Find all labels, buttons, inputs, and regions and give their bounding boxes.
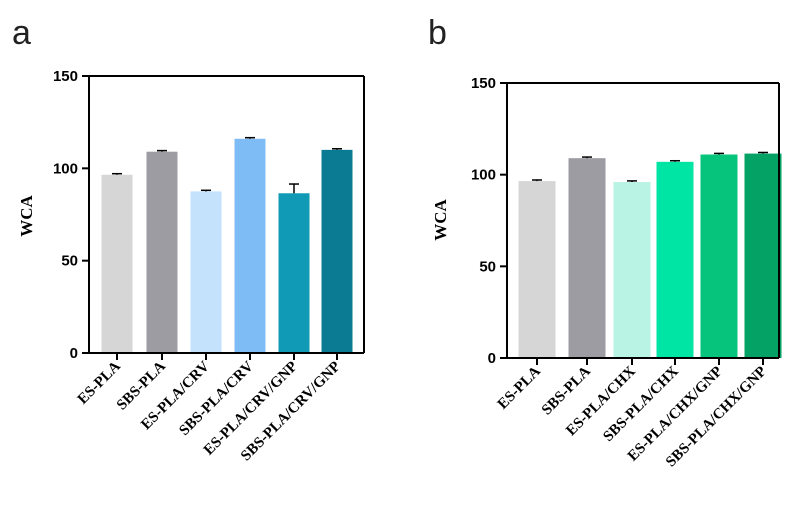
- error-bar: [532, 179, 542, 182]
- bar-sbs-pla-chx-gnp: [744, 153, 782, 358]
- y-tick-label: 0: [488, 350, 496, 367]
- bar-es-pla: [518, 181, 556, 358]
- error-bar: [289, 183, 299, 194]
- bar-es-pla-crv: [190, 191, 222, 353]
- panel-b-y-axis-label: WCA: [431, 199, 450, 241]
- error-bar: [245, 136, 255, 139]
- error-bar: [112, 172, 122, 175]
- error-bar: [714, 152, 724, 155]
- y-tick-label: 50: [479, 258, 496, 275]
- error-bar: [332, 148, 342, 150]
- panel-b-y-ticks: 0 50 100 150: [471, 75, 507, 367]
- panel-a-y-axis-label: WCA: [17, 195, 36, 237]
- error-bar: [201, 189, 211, 192]
- bar-sbs-pla: [146, 151, 178, 353]
- error-bar: [627, 180, 637, 182]
- x-tick-label: ES-PLA: [495, 363, 544, 412]
- panel-b-x-tick-labels: ES-PLASBS-PLAES-PLA/CHXSBS-PLA/CHXES-PLA…: [495, 358, 770, 470]
- bar-es-pla: [101, 174, 133, 353]
- y-tick-label: 150: [53, 68, 78, 85]
- panel-a-x-tick-labels: ES-PLASBS-PLAES-PLA/CRVSBS-PLA/CRVES-PLA…: [75, 353, 344, 464]
- bar-es-pla-crv-gnp: [278, 193, 310, 353]
- bar-sbs-pla-crv: [234, 138, 266, 353]
- panel-a-y-ticks: 0 50 100 150: [53, 68, 89, 362]
- y-tick-label: 100: [53, 160, 78, 177]
- y-tick-label: 100: [471, 167, 496, 184]
- error-bar: [758, 151, 768, 154]
- bar-sbs-pla: [568, 158, 606, 358]
- panel-a-bars: [101, 136, 353, 353]
- y-tick-label: 0: [70, 345, 78, 362]
- chart-panel-a: a WCA 0 50 100 150 ES-PLASBS-PLAES-PLA/CRVS…: [12, 14, 365, 464]
- panel-b-bars: [518, 151, 782, 358]
- bar-sbs-pla-crv-gnp: [321, 149, 353, 353]
- error-bar: [670, 159, 680, 162]
- error-bar: [582, 156, 592, 159]
- error-bar: [157, 149, 167, 152]
- panel-b-letter: b: [428, 14, 447, 52]
- bar-es-pla-chx-gnp: [700, 154, 738, 358]
- x-tick-label: SBS-PLA/CHX: [600, 363, 682, 445]
- y-tick-label: 50: [61, 253, 78, 270]
- bar-sbs-pla-chx: [656, 161, 694, 358]
- bar-es-pla-chx: [613, 182, 651, 358]
- y-tick-label: 150: [471, 75, 496, 92]
- panel-a-letter: a: [12, 14, 31, 52]
